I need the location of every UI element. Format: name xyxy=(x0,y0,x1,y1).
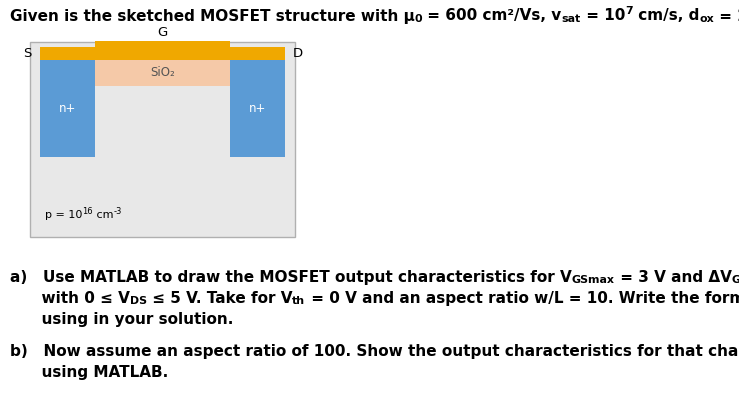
Text: D: D xyxy=(293,47,303,60)
Text: = 0 V and an aspect ratio w/L = 10. Write the formulas you are: = 0 V and an aspect ratio w/L = 10. Writ… xyxy=(305,291,739,306)
Text: SiO₂: SiO₂ xyxy=(150,66,175,79)
Text: th: th xyxy=(293,296,305,306)
Text: = 10: = 10 xyxy=(581,8,625,23)
Text: a)   Use MATLAB to draw the MOSFET output characteristics for V: a) Use MATLAB to draw the MOSFET output … xyxy=(10,270,572,285)
Text: with 0 ≤ V: with 0 ≤ V xyxy=(10,291,130,306)
Text: = 600 cm²/Vs, v: = 600 cm²/Vs, v xyxy=(423,8,562,23)
Text: S: S xyxy=(23,47,31,60)
Text: ≤ 5 V. Take for V: ≤ 5 V. Take for V xyxy=(147,291,293,306)
Text: ox: ox xyxy=(699,15,714,25)
Text: using in your solution.: using in your solution. xyxy=(10,312,234,327)
Text: cm/s, d: cm/s, d xyxy=(633,8,699,23)
Text: n+: n+ xyxy=(249,102,266,115)
Text: sat: sat xyxy=(562,15,581,25)
Text: p = 10: p = 10 xyxy=(45,210,82,220)
Bar xyxy=(230,47,285,60)
Bar xyxy=(95,41,230,60)
Bar xyxy=(40,47,95,60)
Text: DS: DS xyxy=(130,296,147,306)
Text: GSmax: GSmax xyxy=(572,275,615,285)
Text: 7: 7 xyxy=(625,6,633,17)
Text: 0: 0 xyxy=(415,15,423,25)
Text: = 20 nm, w = 100 μm:: = 20 nm, w = 100 μm: xyxy=(714,8,739,23)
Text: 16: 16 xyxy=(82,207,93,216)
Text: = 3 V and ΔV: = 3 V and ΔV xyxy=(615,270,732,285)
Text: G: G xyxy=(157,27,168,39)
Text: b)   Now assume an aspect ratio of 100. Show the output characteristics for that: b) Now assume an aspect ratio of 100. Sh… xyxy=(10,344,739,359)
Bar xyxy=(95,60,230,86)
Bar xyxy=(30,42,295,237)
Text: Given is the sketched MOSFET structure with μ: Given is the sketched MOSFET structure w… xyxy=(10,8,415,23)
Text: n+: n+ xyxy=(59,102,76,115)
Bar xyxy=(230,60,285,157)
Text: cm: cm xyxy=(93,210,114,220)
Text: GS: GS xyxy=(732,275,739,285)
Text: -3: -3 xyxy=(114,207,122,216)
Bar xyxy=(40,60,95,157)
Text: using MATLAB.: using MATLAB. xyxy=(10,365,168,380)
